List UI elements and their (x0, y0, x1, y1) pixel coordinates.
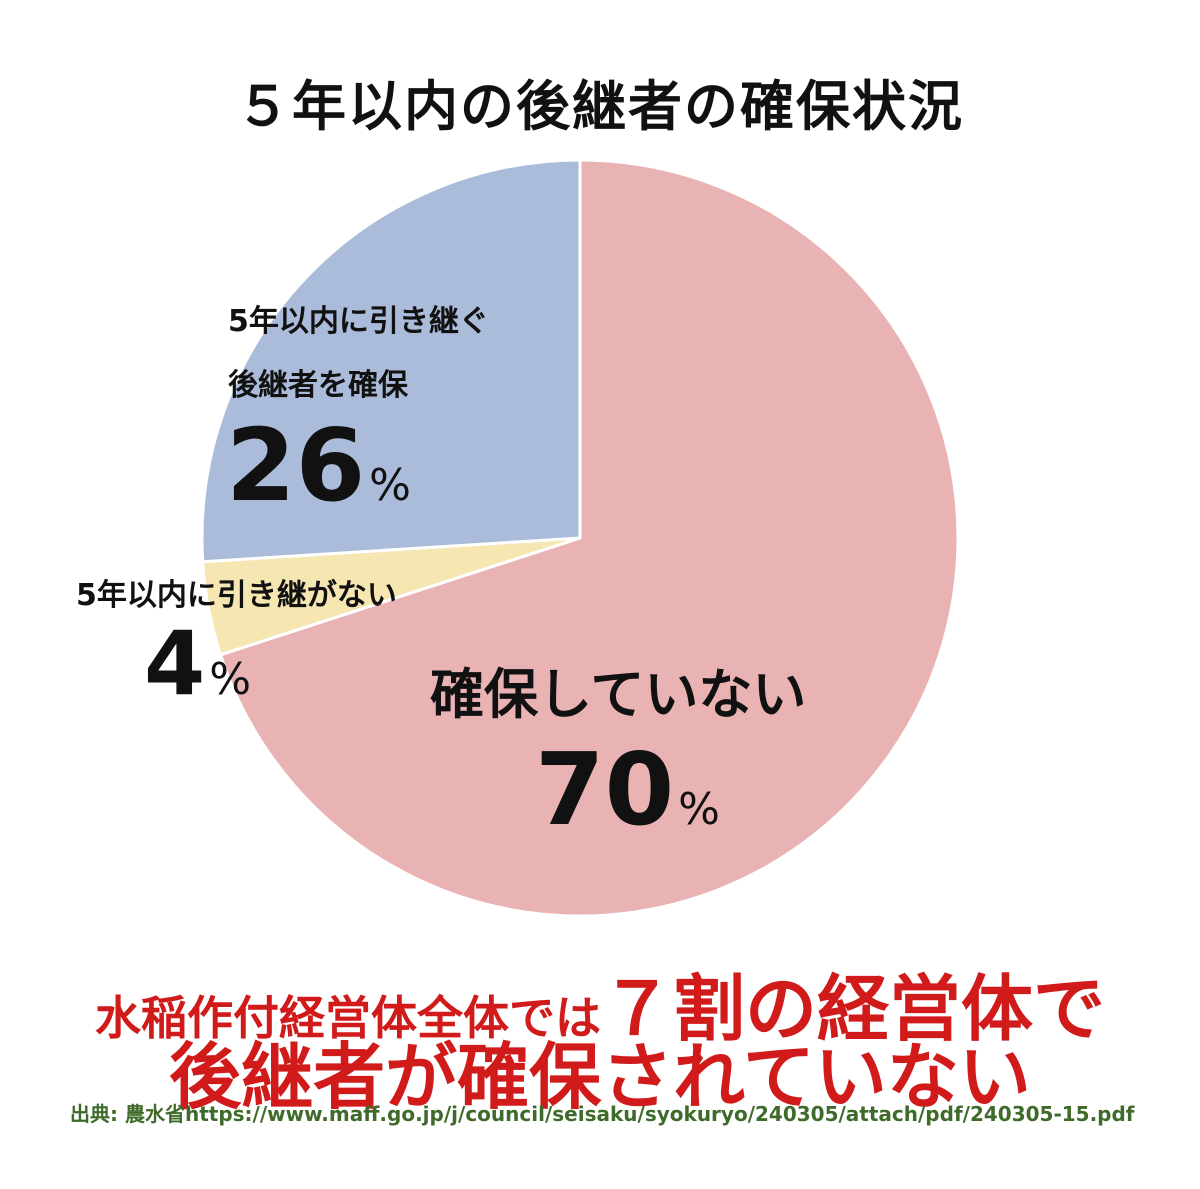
percent-unit: % (369, 460, 411, 511)
slice-label-no-handover: 5年以内に引き継がない (76, 578, 397, 613)
slice-value-secured-number: 26 (226, 407, 366, 524)
pie-slice-0 (218, 158, 960, 918)
percent-unit: % (209, 654, 252, 705)
slice-label-secured-line2: 後継者を確保 (228, 368, 408, 403)
slice-value-not-secured-number: 70 (535, 731, 675, 848)
source-citation: 出典: 農水省https://www.maff.go.jp/j/council/… (70, 1102, 1135, 1126)
chart-title: ５年以内の後継者の確保状況 (236, 75, 964, 138)
slice-value-secured: 26% (226, 416, 411, 516)
slice-value-no-handover-number: 4 (144, 612, 206, 715)
headline-line1: 水稲作付経営体全体では７割の経営体で (0, 950, 1200, 1055)
headline-prefix: 水稲作付経営体全体では (94, 991, 601, 1045)
slice-label-secured-line1: 5年以内に引き継ぐ (228, 304, 489, 339)
slice-value-no-handover: 4% (144, 620, 251, 708)
pie-slice-2 (200, 158, 582, 564)
headline-emphasis: ７割の経営体で (600, 967, 1105, 1051)
percent-unit: % (678, 784, 720, 835)
slice-value-not-secured: 70% (535, 740, 720, 840)
slice-label-not-secured: 確保していない (430, 663, 807, 726)
headline-line2: 後継者が確保されていない (169, 1035, 1031, 1119)
